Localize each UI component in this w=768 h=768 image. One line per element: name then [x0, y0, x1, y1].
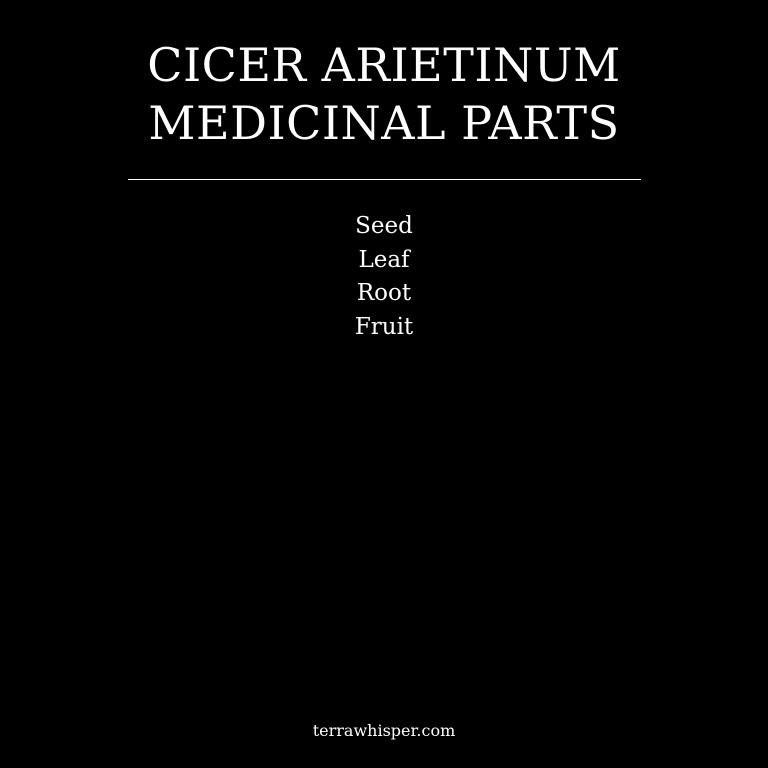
medicinal-parts-list: Seed Leaf Root Fruit	[0, 210, 768, 344]
site-footer: terrawhisper.com	[312, 721, 456, 740]
list-item: Root	[356, 280, 412, 306]
title-divider	[128, 179, 641, 180]
list-item: Leaf	[358, 246, 410, 273]
list-item: Seed	[355, 213, 413, 239]
page-title: CICER ARIETINUM MEDICINAL PARTS	[0, 36, 768, 152]
title-line-2: MEDICINAL PARTS	[148, 96, 620, 150]
list-item: Fruit	[354, 313, 414, 340]
title-line-1: CICER ARIETINUM	[147, 38, 621, 92]
